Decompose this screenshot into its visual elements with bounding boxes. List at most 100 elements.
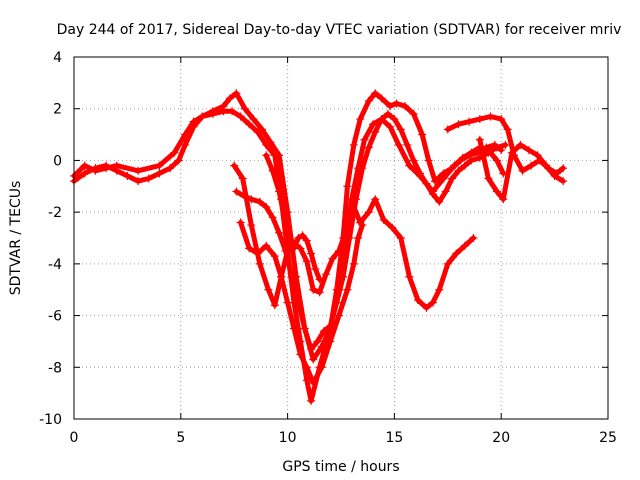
data-point (349, 140, 358, 149)
data-point (454, 166, 463, 175)
data-point (275, 151, 284, 160)
data-point (328, 254, 337, 263)
data-point (360, 135, 369, 144)
data-point (287, 272, 296, 281)
x-tick-label: 20 (492, 430, 510, 446)
series-track-8 (475, 135, 568, 204)
data-point (497, 115, 506, 124)
data-point (524, 146, 533, 155)
data-point (467, 156, 476, 165)
data-point (262, 241, 271, 250)
data-point (465, 151, 474, 160)
data-point (302, 236, 311, 245)
data-point (416, 169, 425, 178)
data-point (326, 337, 335, 346)
data-point (354, 234, 363, 242)
data-point (443, 125, 452, 134)
data-point (285, 239, 294, 248)
data-point (247, 221, 256, 230)
data-point (339, 272, 348, 281)
data-point (448, 164, 457, 173)
data-point (430, 177, 439, 186)
data-point (91, 164, 100, 173)
data-point (102, 161, 111, 170)
data-point (364, 143, 373, 152)
data-point (238, 174, 247, 183)
data-point (448, 174, 457, 183)
data-point (559, 164, 568, 173)
data-point (443, 259, 452, 268)
data-point (268, 213, 277, 222)
y-tick-label: -6 (48, 309, 62, 325)
data-point (439, 169, 448, 178)
data-point (405, 272, 414, 281)
data-point (290, 244, 299, 253)
data-point (492, 156, 501, 165)
data-point (309, 285, 318, 294)
data-point (456, 156, 465, 165)
data-point (413, 296, 422, 305)
data-point (290, 324, 299, 333)
data-point (257, 125, 266, 134)
data-point (377, 94, 386, 103)
series-line (238, 220, 365, 386)
data-point (386, 102, 395, 111)
data-point (452, 249, 461, 258)
data-point (275, 228, 284, 237)
data-point (379, 215, 388, 224)
x-tick-label: 5 (176, 430, 185, 446)
data-point (317, 363, 326, 372)
data-point (390, 115, 399, 124)
data-point (307, 345, 316, 354)
data-point (492, 187, 501, 196)
data-point (364, 96, 373, 105)
data-point (232, 89, 241, 98)
data-point (422, 303, 431, 312)
data-point (371, 89, 380, 98)
data-point (270, 301, 279, 310)
data-point (144, 174, 153, 183)
data-point (319, 327, 328, 336)
data-point (80, 169, 89, 178)
chart-title: Day 244 of 2017, Sidereal Day-to-day VTE… (57, 22, 622, 38)
data-point (403, 140, 412, 149)
data-point (189, 122, 198, 131)
data-point (275, 187, 284, 196)
data-point (134, 166, 143, 175)
data-point (542, 161, 551, 170)
y-tick-label: 4 (53, 50, 62, 66)
x-axis-label: GPS time / hours (282, 459, 399, 475)
data-point (283, 246, 292, 255)
data-point (351, 195, 360, 204)
data-point (307, 249, 316, 258)
data-point (208, 107, 217, 116)
data-point (527, 161, 536, 170)
series-track-5 (230, 161, 478, 312)
data-point (507, 148, 516, 157)
axis-ticks: 0 5 10 15 20 25 -10 -8 -6 -4 -2 0 2 4 (39, 50, 617, 446)
data-point (364, 208, 373, 217)
data-point (441, 187, 450, 196)
data-point (245, 244, 254, 253)
data-point (281, 218, 290, 227)
x-tick-label: 0 (70, 430, 79, 446)
plot-frame (73, 56, 609, 420)
data-point (230, 161, 239, 170)
data-point (499, 195, 508, 204)
y-tick-label: -2 (48, 205, 62, 221)
data-point (240, 104, 249, 113)
data-point (475, 115, 484, 124)
data-point (396, 125, 405, 134)
data-point (302, 257, 311, 266)
data-point (334, 311, 343, 320)
data-point (155, 161, 164, 170)
data-point (388, 223, 397, 232)
data-point (428, 298, 437, 307)
data-point (307, 396, 316, 405)
data-point (377, 115, 386, 124)
y-tick-label: -8 (48, 360, 62, 376)
data-point (225, 94, 234, 103)
data-point (343, 285, 352, 294)
data-point (454, 120, 463, 129)
data-point (311, 265, 320, 274)
